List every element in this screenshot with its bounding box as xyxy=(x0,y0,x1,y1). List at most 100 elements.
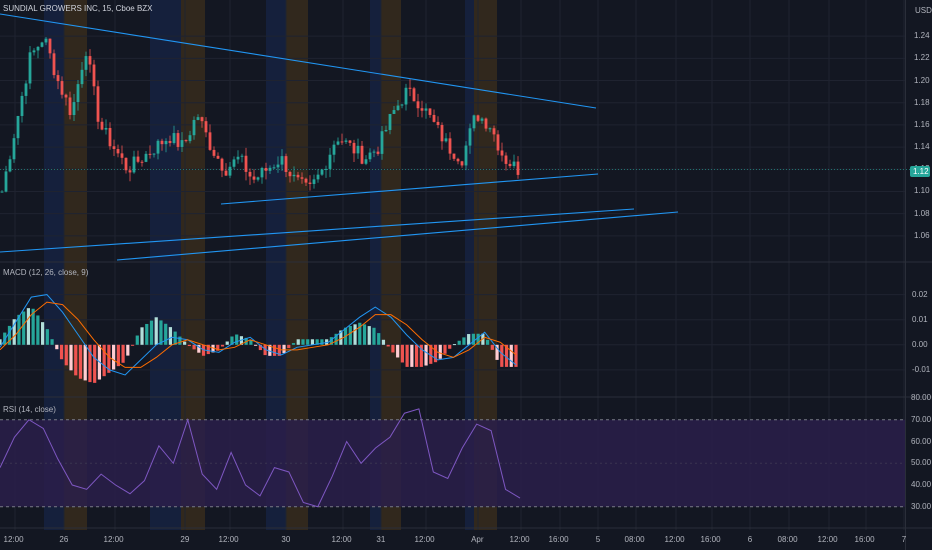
time-tick-label: Apr xyxy=(471,535,484,544)
candle-body xyxy=(468,128,472,146)
candle-body xyxy=(68,97,72,116)
candle-body xyxy=(300,177,304,179)
candle-body xyxy=(32,50,36,53)
macd-histogram-bar xyxy=(282,344,286,354)
macd-histogram-bar xyxy=(268,344,272,356)
macd-histogram-bar xyxy=(41,322,45,345)
macd-histogram-bar xyxy=(306,339,310,345)
macd-histogram-bar xyxy=(315,339,319,345)
candle-body xyxy=(368,152,372,160)
session-band-8 xyxy=(465,0,474,530)
macd-histogram-bar xyxy=(291,343,296,345)
candle-body xyxy=(296,174,300,178)
candle-body xyxy=(408,87,412,89)
price-tick-label: 1.16 xyxy=(914,119,930,129)
macd-histogram-bar xyxy=(339,330,343,345)
macd-histogram-bar xyxy=(391,344,395,353)
macd-histogram-bar xyxy=(514,344,518,367)
macd-histogram-bar xyxy=(31,308,35,345)
candle-body xyxy=(204,121,208,133)
symbol-title[interactable]: SUNDIAL GROWERS INC, 15, Cboe BZX xyxy=(3,4,153,13)
candle-body xyxy=(324,168,328,170)
candle-body xyxy=(452,153,456,159)
price-tick-label: 1.08 xyxy=(914,208,930,218)
macd-histogram-bar xyxy=(334,333,338,345)
candle-body xyxy=(260,167,264,178)
candle-body xyxy=(236,156,240,160)
macd-histogram-bar xyxy=(140,327,144,345)
rsi-tick-label: 60.00 xyxy=(911,436,932,446)
macd-histogram-bar xyxy=(183,341,187,345)
candle-body xyxy=(48,38,52,54)
price-tick-label: 1.06 xyxy=(914,230,930,240)
macd-histogram-bar xyxy=(396,344,400,358)
candle-body xyxy=(80,69,84,85)
candle-body xyxy=(348,140,352,143)
rsi-title[interactable]: RSI (14, close) xyxy=(3,405,56,414)
time-tick-label: 12:00 xyxy=(103,535,124,544)
candle-body xyxy=(112,146,116,150)
macd-histogram-bar xyxy=(301,339,305,345)
macd-histogram-bar xyxy=(258,344,262,351)
session-band-6 xyxy=(370,0,381,530)
time-tick-label: 12:00 xyxy=(3,535,24,544)
candle-body xyxy=(176,133,180,147)
macd-histogram-bar xyxy=(102,344,106,377)
candle-body xyxy=(92,64,96,87)
macd-histogram-bar xyxy=(462,337,466,345)
macd-histogram-bar xyxy=(438,344,442,359)
macd-histogram-bar xyxy=(249,340,253,345)
candle-body xyxy=(372,151,376,153)
candle-body xyxy=(216,155,220,159)
candle-body xyxy=(136,156,140,162)
macd-histogram-bar xyxy=(164,323,168,345)
candle-body xyxy=(244,155,248,172)
macd-histogram-bar xyxy=(414,344,419,367)
candle-body xyxy=(256,177,260,180)
candle-body xyxy=(424,108,428,111)
macd-histogram-bar xyxy=(74,344,78,376)
macd-histogram-bar xyxy=(386,344,390,347)
candle-body xyxy=(4,171,8,192)
candle-body xyxy=(328,154,332,169)
candle-body xyxy=(460,161,464,166)
rsi-tick-label: 50.00 xyxy=(911,458,932,468)
candle-body xyxy=(248,171,252,177)
macd-histogram-bar xyxy=(220,344,225,347)
macd-histogram-bar xyxy=(348,325,352,345)
macd-histogram-bar xyxy=(225,341,229,345)
trendlines[interactable] xyxy=(0,13,910,261)
macd-histogram-bar xyxy=(12,319,16,345)
candle-body xyxy=(56,75,60,82)
macd-histogram-bar xyxy=(329,337,333,345)
macd-histogram-bar xyxy=(55,344,59,350)
candle-body xyxy=(172,133,176,144)
macd-title[interactable]: MACD (12, 26, close, 9) xyxy=(3,268,89,277)
candle-body xyxy=(436,121,440,126)
macd-histogram-bar xyxy=(495,344,499,360)
candle-body xyxy=(60,81,64,95)
candle-body xyxy=(124,157,128,171)
candle-body xyxy=(432,114,436,122)
macd-histogram-bar xyxy=(325,339,329,345)
candle-body xyxy=(76,84,80,103)
macd-tick-label: -0.01 xyxy=(912,364,931,374)
macd-histogram-bar xyxy=(254,344,258,346)
macd-histogram-bar xyxy=(367,326,371,345)
macd-signal-line xyxy=(0,301,517,368)
candle-body xyxy=(44,38,48,43)
macd-histogram-bar xyxy=(362,324,367,345)
candle-body xyxy=(224,170,228,176)
macd-histogram-bar xyxy=(0,339,2,345)
candle-body xyxy=(64,94,68,98)
candle-body xyxy=(108,127,112,147)
macd-histogram-bar xyxy=(78,344,83,379)
rsi-line xyxy=(0,408,521,508)
macd-histogram-bar xyxy=(381,339,386,345)
candle-body xyxy=(396,105,400,111)
macd-histogram-bar xyxy=(476,333,480,345)
macd-histogram-bar xyxy=(429,344,433,364)
trendline-support-1 xyxy=(220,173,599,205)
macd-histogram-bar xyxy=(485,339,490,345)
